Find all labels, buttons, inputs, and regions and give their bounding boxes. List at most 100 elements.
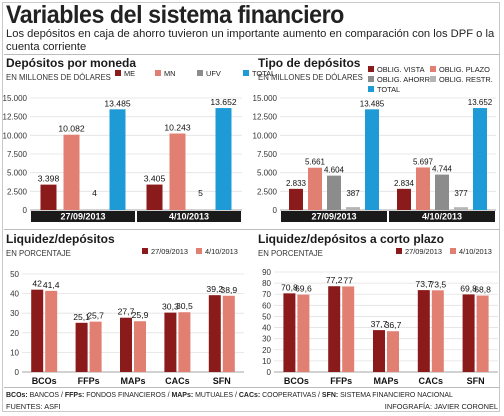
data-label: 4.744 [432, 165, 453, 174]
y-tick-label: 12.500 [253, 113, 278, 122]
legend-label: 4/10/2013 [459, 247, 492, 256]
chart-title: Depósitos por moneda [6, 56, 136, 70]
bar [476, 295, 489, 372]
bar [215, 108, 232, 210]
data-label: 41,4 [43, 280, 60, 290]
data-label: 3.405 [144, 174, 166, 184]
chart-unit-label: EN PORCENTAJE [6, 249, 71, 258]
legend-label: UFV [206, 69, 221, 78]
footer-abbr-meaning: COOPERATIVAS / [262, 390, 322, 399]
data-label: 68,8 [474, 285, 491, 295]
y-tick-label: 30 [10, 309, 19, 318]
data-label: 69,6 [295, 284, 312, 294]
y-tick-label: 90 [262, 268, 271, 277]
legend-swatch [196, 248, 202, 254]
category-label: 27/09/2013 [311, 212, 356, 222]
bar [327, 175, 341, 210]
legend-label: OBLIG. PLAZO [439, 65, 490, 74]
data-label: 42 [32, 279, 42, 289]
bar [387, 331, 399, 372]
data-label: 25,9 [132, 310, 149, 320]
data-label: 377 [454, 189, 468, 198]
y-tick-label: 80 [262, 279, 271, 288]
y-tick-label: 10.000 [3, 131, 28, 140]
legend-swatch [368, 66, 374, 72]
data-label: 30,5 [176, 301, 193, 311]
data-label: 36,7 [385, 320, 402, 330]
bar [164, 312, 177, 372]
bar [417, 290, 430, 372]
footer-definitions: BCOs: BANCOS / FFPs: FONDOS FINANCIEROS … [6, 390, 485, 399]
legend-label: OBLIG. RESTR. [439, 75, 493, 84]
bar [373, 330, 385, 372]
footer-abbr: FFPs: [64, 390, 87, 399]
legend-label: OBLIG. VISTA [377, 65, 425, 74]
bar [31, 289, 44, 372]
bar [222, 295, 235, 372]
data-label: 2.834 [394, 179, 415, 188]
page-subtitle: Los depósitos en caja de ahorro tuvieron… [6, 28, 495, 53]
chart-liquidez-corto-plazo: Liquidez/depósitos a corto plazo EN PORCE… [258, 232, 498, 386]
chart-title: Liquidez/depósitos a corto plazo [258, 232, 444, 246]
legend-label: TOTAL [377, 85, 400, 94]
y-tick-label: 60 [262, 301, 271, 310]
y-tick-label: 10 [262, 357, 271, 366]
bar [208, 295, 221, 372]
y-tick-label: 2.500 [257, 187, 278, 196]
y-tick-label: 40 [10, 290, 19, 299]
bar [89, 321, 102, 372]
legend-swatch [368, 76, 374, 82]
y-tick-label: 12.500 [3, 113, 28, 122]
category-label: MAPs [373, 376, 398, 386]
footer-divider [4, 387, 500, 388]
chart-unit-label: EN MILLONES DE DÓLARES [6, 73, 111, 82]
bar [289, 188, 303, 210]
bar [328, 286, 341, 372]
footer-abbr: BCOs: [6, 390, 30, 399]
bar [45, 290, 58, 372]
bar [109, 109, 126, 210]
legend-swatch [197, 70, 203, 76]
legend-swatch [115, 70, 121, 76]
legend-swatch [243, 70, 249, 76]
chart-liquidez-depositos: Liquidez/depósitos EN PORCENTAJE 0 10 20 30 40… [6, 232, 244, 386]
infographic-frame [2, 2, 500, 412]
data-label: 3.398 [38, 174, 60, 184]
legend-swatch [368, 86, 374, 92]
y-tick-label: 2.500 [7, 187, 28, 196]
y-tick-label: 50 [262, 312, 271, 321]
y-tick-label: 0 [273, 206, 278, 215]
data-label: 37,7 [371, 319, 388, 329]
bar [283, 293, 296, 372]
legend-label: 27/09/2013 [405, 247, 442, 256]
y-tick-label: 0 [15, 368, 20, 377]
legend-swatch [396, 248, 402, 254]
footer-abbr-meaning: BANCOS / [29, 390, 65, 399]
data-label: 5.697 [413, 157, 434, 166]
data-label: 13.652 [468, 98, 493, 107]
data-label: 387 [346, 189, 360, 198]
legend-label: 4/10/2013 [205, 247, 238, 256]
data-label: 13.485 [104, 98, 131, 108]
data-label: 25,1 [73, 312, 90, 322]
data-label: 69,8 [460, 283, 477, 293]
legend-swatch [430, 76, 436, 82]
chart-unit-label: EN MILLONES DE DÓLARES [258, 73, 363, 82]
y-tick-label: 50 [10, 270, 19, 279]
data-label: 10.243 [164, 123, 191, 133]
y-tick-label: 70 [262, 290, 271, 299]
footer-abbr-meaning: MUTUALES / [195, 390, 239, 399]
data-label: 30,3 [162, 302, 179, 312]
data-label: 73,7 [415, 279, 432, 289]
bar [178, 312, 191, 372]
legend-swatch [142, 248, 148, 254]
data-label: 2.833 [286, 179, 307, 188]
category-label: CACs [165, 376, 190, 386]
y-tick-label: 10 [10, 348, 19, 357]
y-tick-label: 5.000 [7, 169, 28, 178]
header-divider [4, 54, 500, 55]
footer-abbr-meaning: FONDOS FINANCIEROS / [86, 390, 172, 399]
y-tick-label: 20 [10, 329, 19, 338]
category-band [281, 211, 387, 222]
bar [40, 184, 57, 210]
